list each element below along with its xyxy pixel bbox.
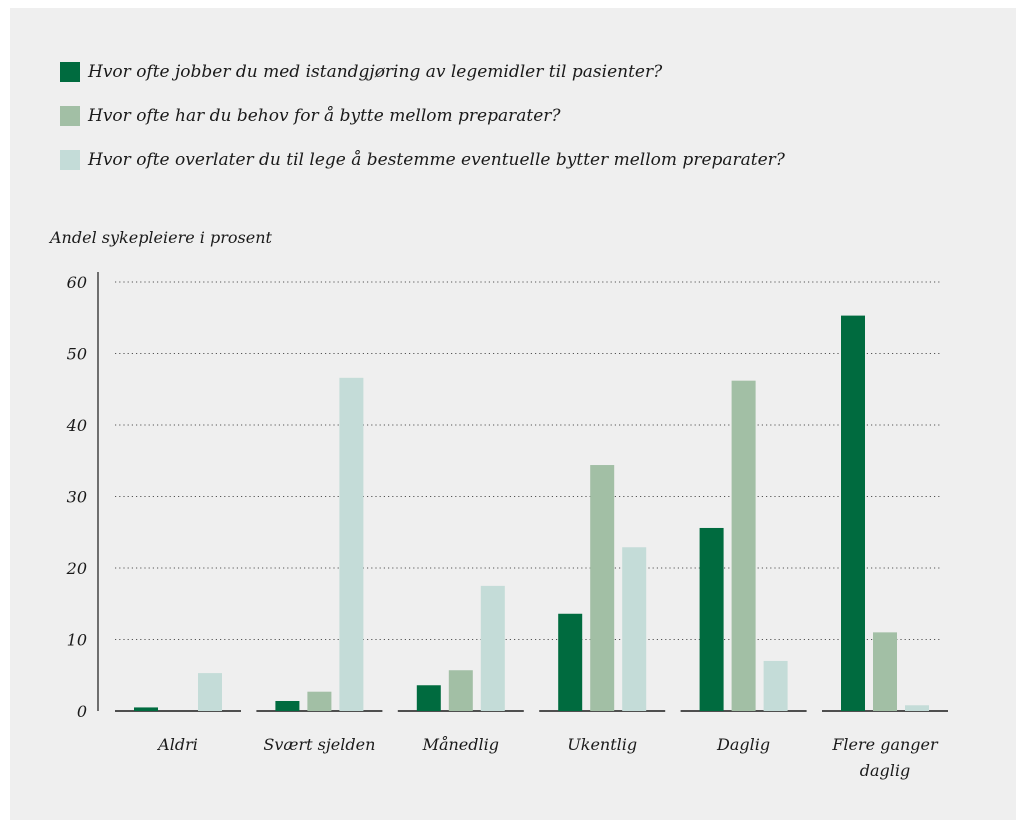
bar xyxy=(622,547,647,711)
bar xyxy=(873,632,897,711)
chart-frame: Hvor ofte jobber du med istandgjøring av… xyxy=(10,8,1016,820)
y-tick-label: 60 xyxy=(67,273,87,292)
bar xyxy=(763,660,788,711)
bar xyxy=(198,673,222,711)
bar xyxy=(731,380,756,711)
x-tick-label: Svært sjelden xyxy=(263,735,375,754)
bar xyxy=(841,315,865,711)
bar xyxy=(339,377,364,711)
x-tick-label: Daglig xyxy=(716,735,770,754)
legend-label-3: Hvor ofte overlater du til lege å bestem… xyxy=(88,150,785,170)
legend-swatch-3 xyxy=(60,150,80,170)
y-tick-label: 20 xyxy=(66,559,87,578)
bar xyxy=(699,527,724,711)
y-axis-title: Andel sykepleiere i prosent xyxy=(48,228,273,247)
bar xyxy=(558,613,583,711)
bar xyxy=(134,707,158,711)
bar xyxy=(416,685,441,711)
bar-chart: Andel sykepleiere i prosent 0 10 20 30 40 50 60… xyxy=(48,228,948,780)
legend-swatch-1 xyxy=(60,62,80,82)
legend-label-1: Hvor ofte jobber du med istandgjøring av… xyxy=(88,62,663,82)
bar xyxy=(480,585,505,711)
legend-swatch-2 xyxy=(60,106,80,126)
y-tick-label: 10 xyxy=(67,631,87,650)
x-tick-label: Flere ganger xyxy=(831,735,939,754)
bar xyxy=(275,700,300,711)
legend-item-2: Hvor ofte har du behov for å bytte mello… xyxy=(60,104,561,128)
legend-item-3: Hvor ofte overlater du til lege å bestem… xyxy=(60,148,785,172)
bar xyxy=(448,670,473,711)
bar xyxy=(905,705,929,711)
y-tick-label: 50 xyxy=(67,345,87,364)
x-tick-label: Månedlig xyxy=(422,735,499,754)
legend-label-2: Hvor ofte har du behov for å bytte mello… xyxy=(88,106,561,126)
y-tick-label: 40 xyxy=(66,416,87,435)
bar xyxy=(590,465,615,711)
x-tick-label: Aldri xyxy=(156,735,198,754)
bar xyxy=(307,691,332,711)
y-tick-label: 0 xyxy=(77,702,87,721)
y-tick-label: 30 xyxy=(67,488,87,507)
x-tick-label: Ukentlig xyxy=(567,735,637,754)
legend-item-1: Hvor ofte jobber du med istandgjøring av… xyxy=(60,60,662,84)
x-tick-label: daglig xyxy=(860,761,911,780)
